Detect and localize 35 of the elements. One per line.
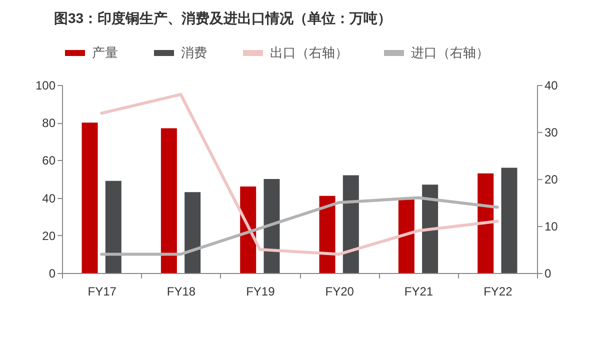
x-tick-label: FY22 — [484, 284, 513, 298]
bar — [82, 122, 98, 273]
y2-tick-label: 10 — [544, 220, 558, 234]
line-series — [100, 92, 499, 256]
y-tick-label: 60 — [42, 154, 56, 168]
bar — [398, 200, 414, 273]
y2-tick-label: 30 — [544, 126, 558, 140]
x-tick-label: FY21 — [404, 284, 434, 298]
bar — [160, 128, 177, 273]
y2-tick-label: 20 — [544, 172, 558, 186]
bar — [264, 179, 280, 273]
line-series — [100, 196, 499, 256]
y-tick-label: 0 — [48, 266, 56, 280]
legend-label: 出口（右轴） — [270, 45, 348, 60]
chart-title: 图33：印度铜生产、消费及进出口情况（单位：万吨） — [54, 10, 392, 26]
bar — [422, 184, 438, 273]
x-tick-label: FY17 — [88, 284, 117, 298]
y-tick-label: 40 — [42, 191, 56, 206]
bar — [105, 180, 122, 273]
bar — [184, 192, 201, 273]
x-tick-label: FY18 — [166, 284, 196, 298]
x-tick-label: FY19 — [246, 284, 276, 298]
y-tick-label: 20 — [42, 228, 56, 243]
bar — [501, 168, 518, 273]
legend-label: 消费 — [181, 45, 207, 60]
y2-tick-label: 40 — [544, 78, 558, 92]
y2-tick-label: 0 — [544, 266, 552, 280]
y-tick-label: 100 — [35, 78, 56, 92]
legend-label: 产量 — [92, 45, 118, 60]
legend-label: 进口（右轴） — [411, 45, 489, 60]
y-tick-label: 80 — [42, 116, 56, 130]
bar — [478, 173, 494, 273]
bar — [342, 175, 359, 273]
x-tick-label: FY20 — [325, 284, 354, 298]
bar — [319, 196, 336, 273]
